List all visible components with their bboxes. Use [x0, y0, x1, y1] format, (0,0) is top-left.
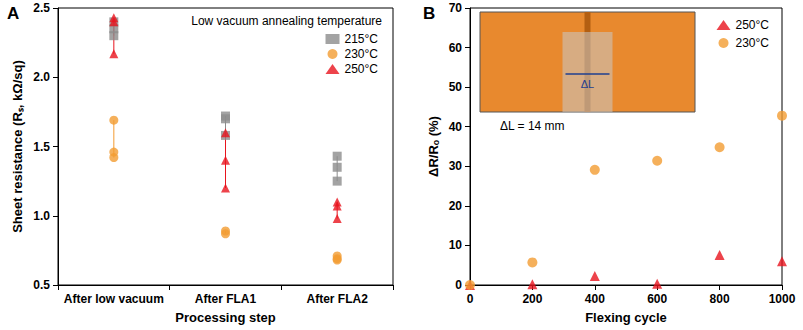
svg-text:2.5: 2.5 [33, 1, 50, 15]
svg-text:230°C: 230°C [736, 36, 770, 50]
svg-text:60: 60 [449, 41, 463, 55]
svg-text:Low vacuum annealing temperatu: Low vacuum annealing temperature [191, 14, 382, 28]
svg-text:600: 600 [647, 292, 667, 306]
svg-text:1.0: 1.0 [33, 209, 50, 223]
svg-text:40: 40 [449, 120, 463, 134]
svg-text:10: 10 [449, 238, 463, 252]
svg-text:2.0: 2.0 [33, 70, 50, 84]
svg-text:ΔL = 14 mm: ΔL = 14 mm [500, 119, 565, 133]
svg-text:0.5: 0.5 [33, 278, 50, 292]
svg-text:400: 400 [585, 292, 605, 306]
svg-text:ΔL: ΔL [581, 78, 594, 90]
svg-text:B: B [423, 4, 435, 23]
svg-text:After FLA1: After FLA1 [195, 292, 257, 306]
svg-text:250°C: 250°C [736, 18, 770, 32]
svg-text:50: 50 [449, 80, 463, 94]
svg-text:800: 800 [710, 292, 730, 306]
svg-text:After FLA2: After FLA2 [306, 292, 368, 306]
svg-text:30: 30 [449, 159, 463, 173]
svg-text:ΔR/Rₒ (%): ΔR/Rₒ (%) [426, 116, 441, 177]
svg-text:70: 70 [449, 1, 463, 15]
svg-text:After low vacuum: After low vacuum [64, 292, 164, 306]
svg-text:Flexing cycle: Flexing cycle [585, 310, 667, 325]
svg-text:0: 0 [455, 278, 462, 292]
svg-text:1000: 1000 [769, 292, 796, 306]
svg-text:230°C: 230°C [345, 47, 379, 61]
svg-text:250°C: 250°C [345, 62, 379, 76]
svg-text:0: 0 [467, 292, 474, 306]
svg-text:A: A [7, 4, 19, 23]
svg-text:200: 200 [522, 292, 542, 306]
svg-text:Sheet resistance (Rₛ, kΩ/sq): Sheet resistance (Rₛ, kΩ/sq) [10, 60, 25, 233]
svg-text:Processing step: Processing step [175, 310, 275, 325]
svg-text:20: 20 [449, 199, 463, 213]
svg-text:215°C: 215°C [345, 32, 379, 46]
svg-text:1.5: 1.5 [33, 140, 50, 154]
